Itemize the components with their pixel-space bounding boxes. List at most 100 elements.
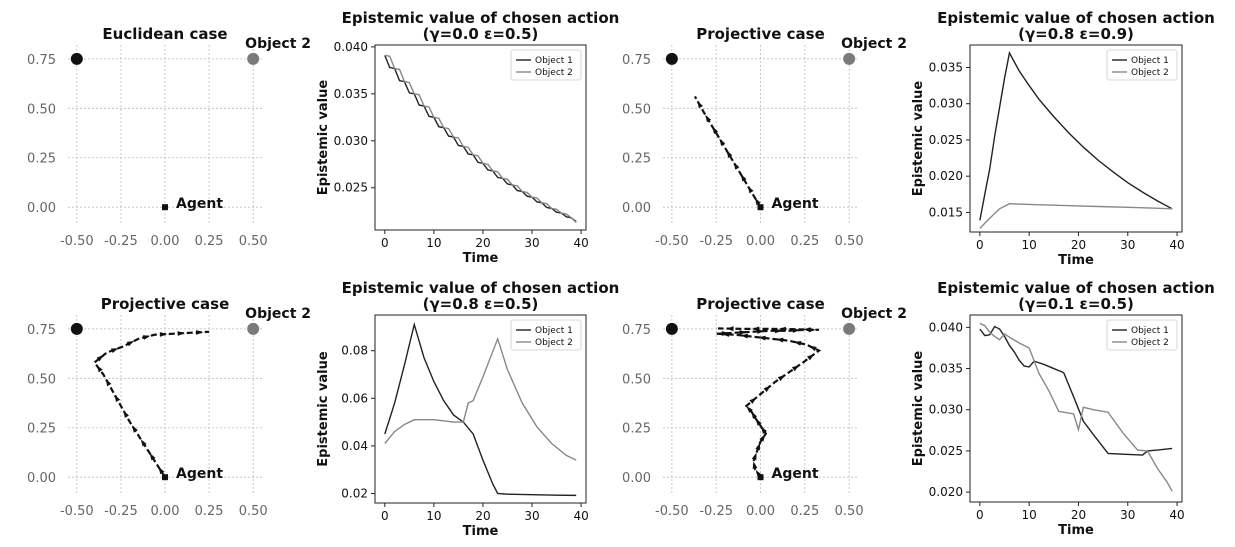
x-tick-label: -0.25 [699,504,733,519]
x-tick-label: 0.00 [151,234,180,249]
agent-trajectory [716,327,822,478]
x-tick-label: 0 [381,236,389,250]
y-axis-label: Epistemic value [316,351,331,467]
trajectory-arrowhead [775,328,783,334]
trajectory-arrowhead [114,394,121,403]
panel-7: Projective case -0.50 -0.25 0.00 0.25 0.50 0.0… [622,295,907,519]
y-tick-label: 0.030 [929,403,963,417]
x-tick-label: 10 [1022,238,1037,252]
x-tick-label: -0.25 [104,234,138,249]
panels: Euclidean case -0.50 -0.25 0.00 0.25 0.50 0.00… [27,9,1215,539]
trajectory-arrowhead [807,354,815,361]
panel-title: Epistemic value of chosen action [937,9,1215,27]
legend-entry-2: Object 2 [1131,68,1169,78]
trajectory-arrowhead [142,335,151,340]
y-tick-label: 0.25 [27,422,56,437]
legend-entry-1: Object 1 [535,56,573,66]
plot-frame [969,314,1183,503]
legend-entry-1: Object 1 [1131,56,1169,66]
trajectory-arrowhead [159,332,168,337]
panel-title: Euclidean case [102,25,227,43]
trajectory-arrowhead [752,461,758,469]
trajectory-arrowhead [697,100,703,109]
panel-subtitle: (γ=0.0 ε=0.5) [423,25,539,43]
agent-marker [162,204,168,211]
agent-marker [757,474,764,481]
panel-6: Epistemic value of chosen action(γ=0.8 ε… [316,279,619,539]
trajectory-arrowhead [96,365,103,373]
trajectory-arrowhead [754,197,761,206]
plot-frame [374,44,587,231]
legend-entry-1: Object 1 [535,326,573,336]
x-axis-label: Time [463,524,499,539]
trajectory-arrowhead [131,425,138,433]
legend-entry-2: Object 2 [535,68,573,78]
y-tick-label: 0.04 [341,439,368,453]
panel-5: Projective case -0.50 -0.25 0.00 0.25 0.50 0.0… [27,295,311,519]
y-tick-label: 0.035 [929,60,963,74]
x-tick-label: 0 [976,508,984,522]
y-tick-label: 0.00 [622,201,651,216]
legend-entry-1: Object 1 [1131,326,1169,336]
y-tick-label: 0.02 [341,486,368,500]
panel-4: Epistemic value of chosen action(γ=0.8 ε… [911,9,1215,268]
trajectory-arrowhead [793,341,802,346]
trajectory-arrowhead [751,452,757,461]
x-tick-label: 30 [1120,238,1135,252]
x-tick-label: 40 [1169,508,1184,522]
x-tick-label: 0.00 [746,234,775,249]
panel-title: Projective case [696,295,825,313]
y-tick-label: 0.50 [622,102,651,117]
y-tick-label: 0.00 [622,471,651,486]
x-tick-label: 30 [524,509,539,523]
trajectory-arrowhead [755,418,762,426]
trajectory-arrowhead [740,333,748,339]
panel-title: Epistemic value of chosen action [342,9,620,27]
object-1-marker [70,322,83,335]
trajectory-arrowhead [177,331,185,336]
trajectory-arrowhead [196,330,204,335]
agent-marker [757,204,764,211]
agent-marker [162,474,168,481]
panel-3: Projective case -0.50 -0.25 0.00 0.25 0.50 0.0… [622,25,907,249]
y-tick-label: 0.25 [27,152,56,167]
x-tick-label: 30 [524,236,539,250]
trajectory-arrowhead [809,345,817,352]
object-2-label: Object 2 [841,36,907,52]
panel-title: Epistemic value of chosen action [937,279,1215,297]
trajectory-arrowhead [126,340,135,347]
trajectory-arrowhead [110,348,119,353]
y-tick-label: 0.040 [929,320,963,334]
object-2-marker [247,322,260,335]
series-line-1 [979,50,1173,221]
series-line-2 [979,322,1173,492]
trajectory-arrowhead [726,150,733,158]
trajectory-arrowhead [755,442,761,451]
x-tick-label: 0.50 [239,234,268,249]
x-axis-label: Time [463,251,499,266]
y-tick-label: 0.25 [622,152,651,167]
trajectory-arrowhead [149,453,156,461]
panel-1: Euclidean case -0.50 -0.25 0.00 0.25 0.50 0.00… [27,25,311,249]
trajectory-arrowhead [791,365,800,372]
y-tick-label: 0.015 [929,205,963,219]
series-line-2 [384,54,577,223]
y-tick-label: 0.75 [27,53,56,68]
object-2-marker [843,52,856,65]
x-tick-label: 0.25 [790,234,819,249]
series-line-2 [979,203,1173,229]
series-line-2 [384,336,577,461]
y-tick-label: 0.50 [27,372,56,387]
x-axis-label: Time [1058,253,1094,268]
agent-label: Agent [176,466,223,482]
plot-frame [374,314,587,504]
panel-subtitle: (γ=0.1 ε=0.5) [1018,295,1134,313]
trajectory-arrowhead [751,411,758,419]
agent-label: Agent [176,196,223,212]
trajectory-arrowhead [105,378,112,387]
y-tick-label: 0.06 [341,391,368,405]
y-tick-label: 0.035 [929,362,963,376]
trajectory-arrowhead [733,162,740,170]
y-tick-label: 0.08 [341,344,368,358]
